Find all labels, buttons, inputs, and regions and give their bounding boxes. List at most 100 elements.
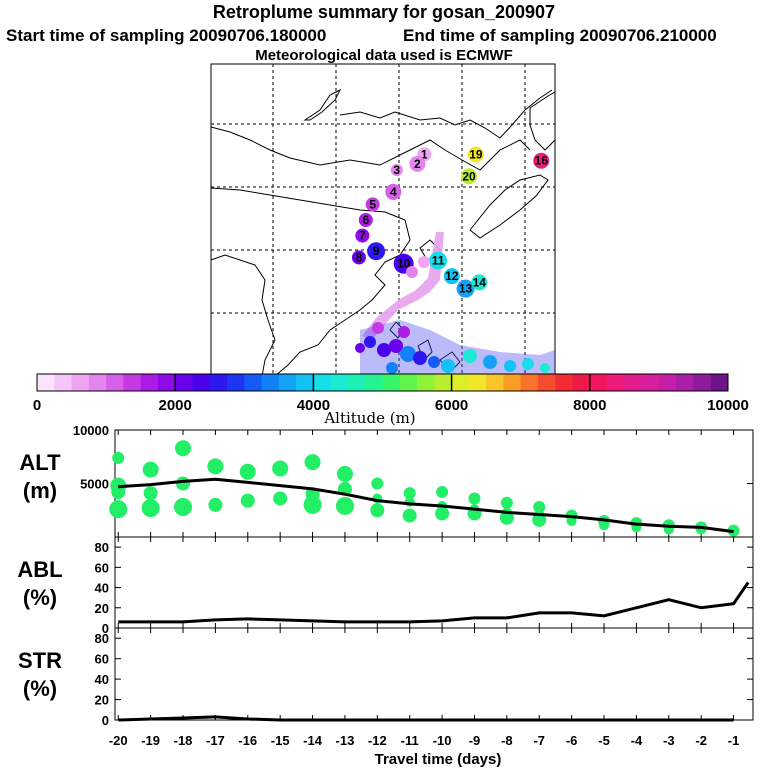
alt-scatter-point [499, 510, 514, 525]
colorbar-swatch [313, 374, 332, 391]
colorbar-swatch [244, 374, 262, 391]
colorbar-swatch [54, 374, 72, 391]
x-tick-label: -4 [631, 733, 643, 748]
colorbar-swatch [278, 374, 297, 391]
coastline [210, 254, 276, 377]
plume-band [362, 232, 444, 340]
alt-title: ALT [19, 450, 61, 475]
colorbar-swatch [658, 374, 677, 391]
str-ytick-label: 20 [95, 693, 109, 708]
map-plume-dot [504, 360, 516, 372]
map-day-label: 14 [473, 275, 487, 289]
abl-unit: (%) [23, 585, 57, 610]
map-day-marker [443, 268, 460, 285]
colorbar-swatch [624, 374, 643, 391]
map-plume-dot [483, 355, 497, 369]
abl-panel: 0 20 40 60 80 ABL (%) [17, 536, 754, 636]
x-tick-label: -8 [501, 733, 513, 748]
map-day-label: 19 [469, 147, 483, 161]
alt-ytick-label: 5000 [80, 477, 109, 492]
map-day-marker [365, 197, 380, 212]
x-tick-label: -18 [174, 733, 193, 748]
colorbar-swatch [382, 374, 401, 391]
colorbar-swatch [693, 374, 712, 391]
alt-scatter-point [239, 463, 256, 480]
alt-scatter-point [335, 496, 354, 515]
colorbar-swatch [434, 374, 452, 391]
alt-scatter-point [207, 458, 224, 475]
x-tick-label: -6 [566, 733, 578, 748]
str-ytick-label: 80 [95, 631, 109, 646]
colorbar-swatch [347, 374, 366, 391]
map-plume-dot [398, 326, 410, 338]
x-tick-label: -12 [368, 733, 387, 748]
alt-scatter-point [403, 487, 416, 500]
colorbar-swatch [71, 374, 90, 391]
map-day-label: 11 [432, 254, 445, 268]
map-plume-dot [400, 346, 416, 362]
map-day-label: 16 [535, 154, 549, 168]
map-day-label: 2 [414, 157, 421, 171]
map-day-marker [351, 250, 366, 265]
x-tick-label: -10 [433, 733, 452, 748]
x-tick-label: -5 [598, 733, 610, 748]
coastline [210, 187, 411, 377]
map-plume-dot [386, 362, 398, 374]
colorbar-swatch [157, 374, 176, 391]
map-day-marker [471, 274, 488, 291]
map-plume-dot [377, 343, 391, 357]
map-day-label: 4 [390, 185, 397, 199]
map-plume-dot [355, 343, 365, 353]
map-plume-dot [413, 351, 427, 365]
alt-scatter-point [468, 492, 481, 505]
colorbar-tick-label: 4000 [297, 397, 330, 414]
map-plume-dot [540, 363, 550, 373]
coastline [210, 126, 531, 171]
colorbar-tick-label: 8000 [573, 397, 606, 414]
map-plume-dot [406, 266, 418, 278]
colorbar-swatch [209, 374, 228, 391]
colorbar-swatch [175, 374, 193, 391]
map-day-marker [355, 228, 370, 243]
x-tick-label: -3 [663, 733, 675, 748]
colorbar-swatch [296, 374, 314, 391]
alt-scatter-point [303, 495, 322, 514]
colorbar-frame [36, 373, 729, 392]
x-tick-label: -13 [336, 733, 355, 748]
map-plume-dot [428, 356, 440, 368]
map-day-label: 1 [421, 147, 428, 161]
colorbar-axis-label: Altitude (m) [323, 409, 415, 427]
map-day-label: 12 [445, 269, 459, 283]
colorbar-swatch [537, 374, 556, 391]
colorbar-swatch [37, 374, 55, 391]
alt-scatter-point [175, 440, 192, 457]
map-day-marker [467, 146, 484, 163]
str-frame [114, 627, 754, 721]
coastline [303, 88, 342, 121]
x-tick-label: -1 [728, 733, 740, 748]
colorbar-swatch [572, 374, 591, 391]
map-day-marker [385, 183, 402, 200]
alt-scatter-point [371, 477, 384, 490]
abl-ytick-label: 60 [95, 560, 109, 575]
map-plume-dot [463, 349, 477, 363]
map-day-label: 9 [373, 244, 380, 258]
alt-scatter-point [336, 465, 353, 482]
colorbar-swatch [330, 374, 349, 391]
str-panel: 0 20 40 60 80 STR (%) [18, 627, 754, 728]
alt-scatter-point [208, 497, 223, 512]
map-plume-dot [389, 339, 403, 353]
map-day-marker [367, 242, 386, 261]
x-tick-label: -16 [238, 733, 257, 748]
map-day-label: 10 [397, 257, 411, 271]
chart-title: Retroplume summary for gosan_200907 [212, 2, 556, 22]
map-day-label: 8 [356, 250, 363, 264]
map-day-marker [461, 168, 477, 185]
alt-scatter-point [599, 520, 610, 531]
colorbar-swatch [451, 374, 470, 391]
abl-ytick-label: 40 [95, 581, 109, 596]
x-tick-label: -14 [303, 733, 323, 748]
colorbar-swatch [106, 374, 124, 391]
met-data-label: Meteorological data used is ECMWF [255, 47, 513, 64]
